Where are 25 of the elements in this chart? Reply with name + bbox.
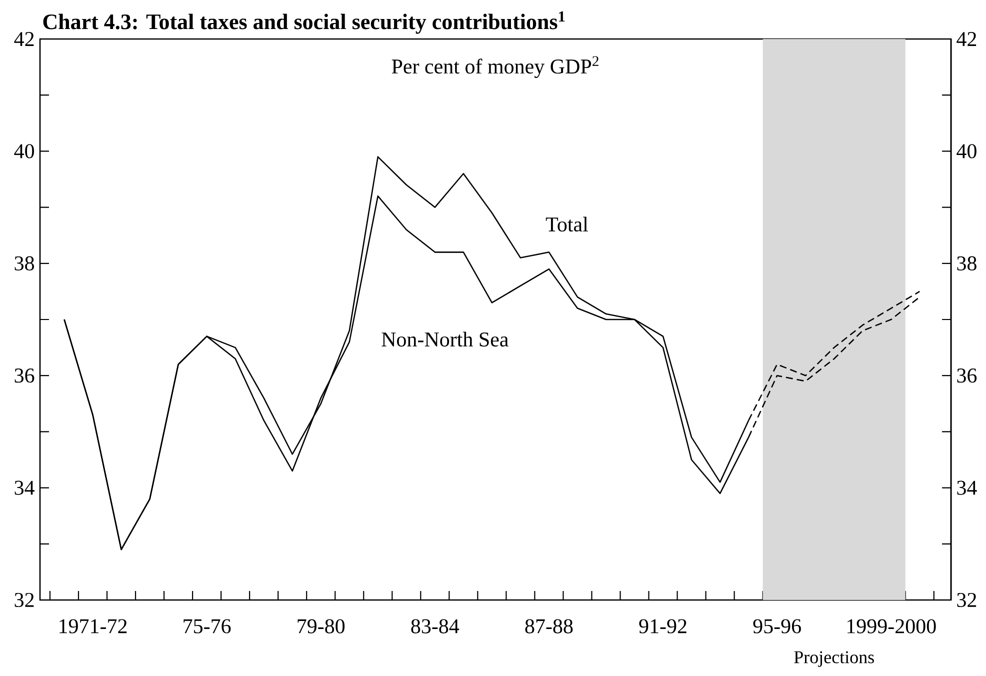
y2-tick-label: 40 <box>956 144 976 158</box>
x-tick-label: 87-88 <box>525 619 573 634</box>
x-tick-label: 1971-72 <box>60 619 127 634</box>
y-tick-label: 40 <box>14 144 34 158</box>
chart-title: Chart 4.3: Total taxes and social security contributions$^{1}$ <box>43 11 565 34</box>
series-label: Non-North Sea <box>382 332 508 347</box>
y2-tick-label: 32 <box>957 592 976 608</box>
annotation: Per cent of money GDP$^{2}$ <box>392 56 598 78</box>
y-tick-label: 36 <box>14 368 34 383</box>
y2-tick-label: 34 <box>957 480 977 495</box>
x-tick-label: 79-80 <box>298 619 345 634</box>
x-tick-label: 75-76 <box>184 619 231 634</box>
y-tick-label: 42 <box>14 32 34 46</box>
y-tick-label: 38 <box>14 256 34 270</box>
x-tick-label: 91-92 <box>639 619 686 634</box>
x-tick-label: 95-96 <box>753 619 801 634</box>
x-tick-label: 83-84 <box>411 619 460 634</box>
y-tick-label: 34 <box>14 480 34 495</box>
y-tick-label: 32 <box>14 592 34 608</box>
series-label: Total <box>546 216 588 232</box>
y2-tick-label: 36 <box>957 368 977 383</box>
y2-tick-label: 42 <box>956 32 976 46</box>
y2-tick-label: 38 <box>957 256 976 270</box>
band-label: Projections <box>794 651 874 667</box>
x-tick-label: 1999-2000 <box>847 619 936 634</box>
